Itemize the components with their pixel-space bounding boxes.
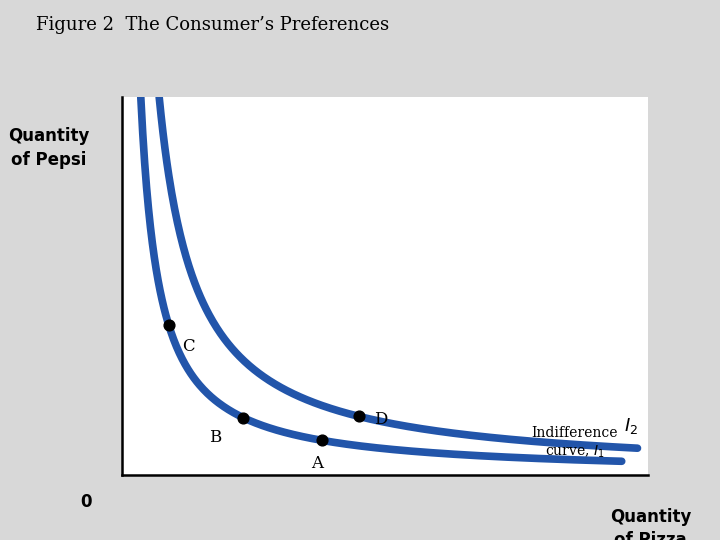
Text: C: C [181, 338, 194, 355]
Text: Indifference
curve, $I_1$: Indifference curve, $I_1$ [531, 426, 618, 460]
Point [163, 320, 174, 329]
Text: 0: 0 [80, 492, 91, 511]
Point [354, 412, 365, 421]
Text: Quantity
of Pepsi: Quantity of Pepsi [8, 127, 89, 169]
Text: $I_2$: $I_2$ [624, 416, 639, 436]
Text: B: B [209, 429, 221, 446]
Point [238, 414, 249, 422]
Text: A: A [311, 455, 323, 472]
Text: Figure 2  The Consumer’s Preferences: Figure 2 The Consumer’s Preferences [36, 16, 389, 34]
Text: D: D [374, 411, 387, 428]
Point [316, 436, 328, 445]
Text: Quantity
of Pizza: Quantity of Pizza [610, 508, 691, 540]
